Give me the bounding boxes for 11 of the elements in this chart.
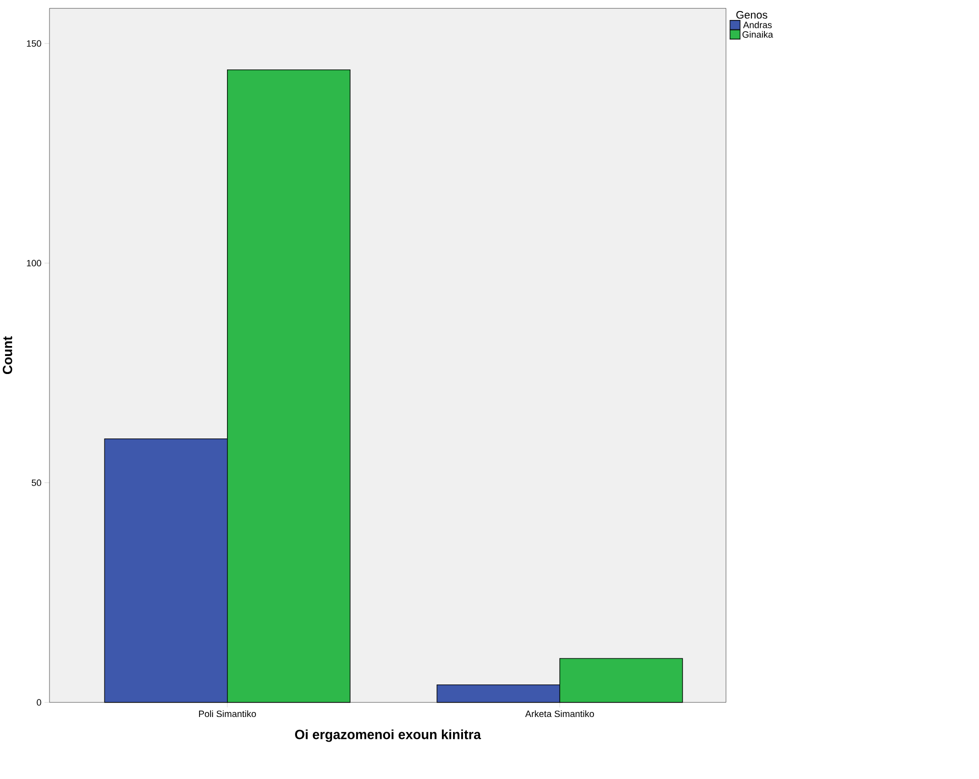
y-axis-title: Count [2, 336, 12, 374]
x-tick-label: Arketa Simantiko [525, 710, 594, 717]
y-tick-label: 50 [32, 479, 42, 486]
legend-label: Ginaika [742, 30, 774, 38]
x-tick-label: Poli Simantiko [199, 710, 256, 717]
legend-title: Genos [736, 10, 768, 19]
y-tick-label: 100 [26, 260, 42, 266]
x-axis-title: Oi ergazomenoi exoun kinitra [295, 729, 482, 742]
legend-label: Andras [743, 21, 772, 28]
y-tick-label: 0 [36, 699, 42, 706]
y-tick-label: 150 [26, 40, 42, 47]
